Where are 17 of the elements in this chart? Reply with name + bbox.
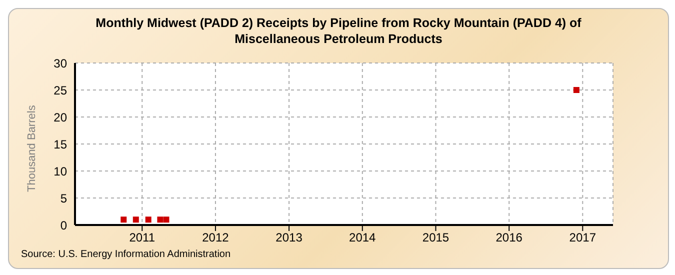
x-tick-label: 2013: [276, 230, 303, 245]
x-tick-label: 2017: [569, 230, 596, 245]
y-axis-title: Thousand Barrels: [26, 104, 38, 192]
x-tick-label: 2015: [422, 230, 450, 245]
x-tick-label: 2011: [129, 230, 156, 245]
y-tick-label: 25: [54, 83, 68, 98]
chart-title: Monthly Midwest (PADD 2) Receipts by Pipeline from Rocky Mountain (PADD 4) of Miscellaneous Petroleum Products: [94, 15, 582, 47]
y-tick-label: 5: [60, 191, 68, 206]
source-note: Source: U.S. Energy Information Administration: [21, 249, 231, 260]
y-tick-label: 30: [54, 56, 68, 70]
y-tick-label: 20: [54, 110, 68, 124]
x-tick-label: 2012: [202, 230, 230, 245]
x-tick-label: 2014: [349, 230, 376, 245]
y-tick-label: 0: [60, 218, 68, 232]
x-tick-label: 2016: [496, 230, 523, 245]
y-tick-label: 15: [54, 137, 68, 152]
y-tick-label: 10: [54, 164, 68, 178]
